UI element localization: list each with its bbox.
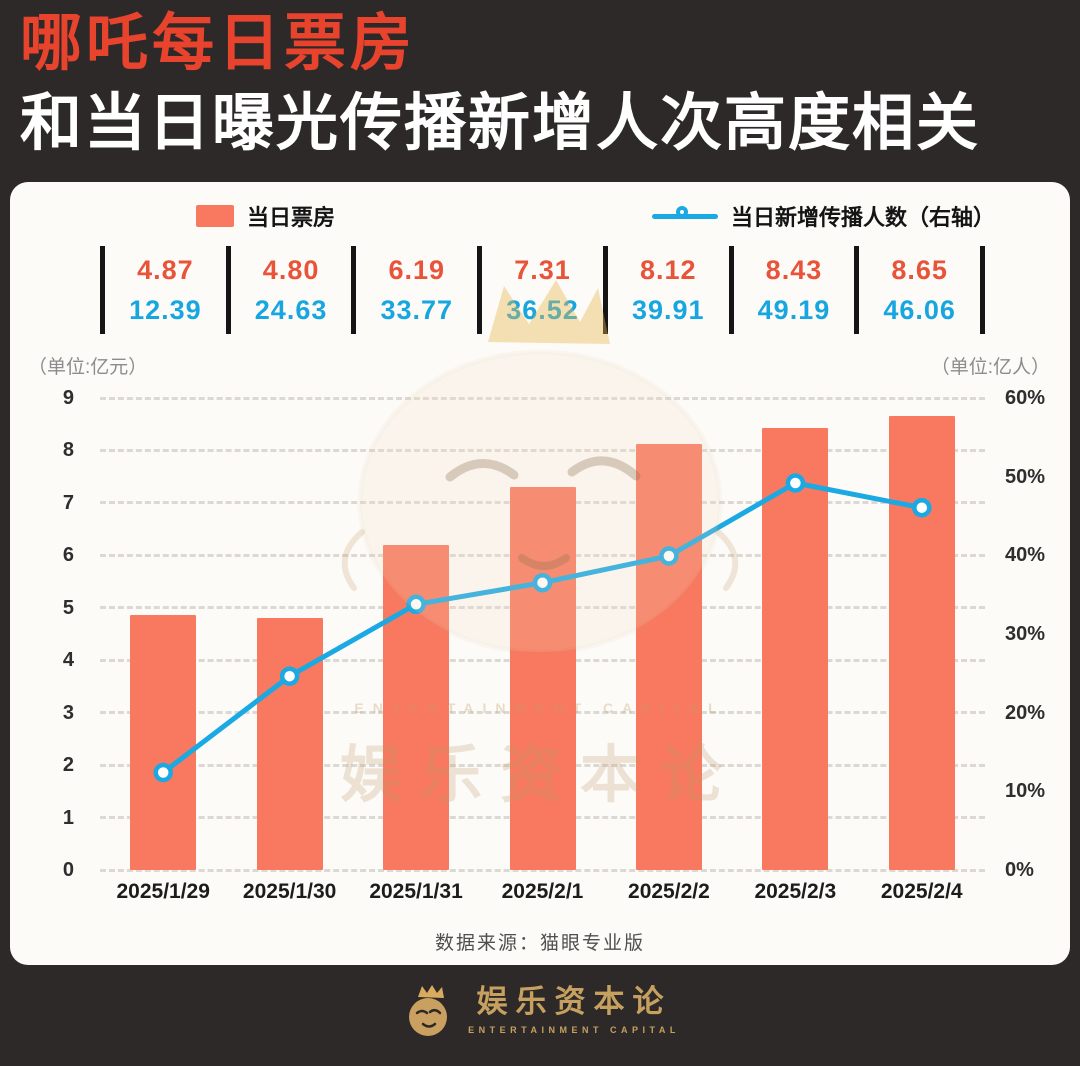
title-line2: 和当日曝光传播新增人次高度相关 [20, 89, 981, 158]
x-axis-label: 2025/1/29 [116, 880, 210, 903]
y-axis-tick-left: 2 [62, 754, 74, 777]
y-axis-tick-left: 5 [62, 596, 74, 619]
spread-line-marker [153, 762, 173, 783]
brand-name-en: ENTERTAINMENT CAPITAL [468, 1025, 680, 1035]
y-axis-tick-right: 40% [1005, 544, 1046, 567]
box-office-bar [635, 444, 702, 870]
spread-line-marker [532, 572, 553, 593]
y-axis-tick-right: 60% [1005, 387, 1046, 409]
footer-brand: 娱乐资本论 ENTERTAINMENT CAPITAL [0, 982, 1080, 1038]
box-office-value: 4.80 [262, 254, 320, 285]
y-axis-tick-left: 7 [62, 491, 74, 514]
line-legend-label: 当日新增传播人数（右轴） [731, 205, 996, 230]
spread-value: 46.06 [883, 294, 956, 325]
data-label-column: 8.12 39.91 [602, 246, 729, 334]
x-axis-label: 2025/1/31 [369, 880, 463, 903]
spread-value: 24.63 [254, 294, 328, 325]
box-office-bar [256, 618, 323, 870]
data-label-column: 7.31 36.52 [477, 246, 603, 334]
box-office-value: 8.43 [765, 254, 823, 285]
data-labels-row: 4.87 12.39 4.80 24.63 6.19 33.77 7.31 36.52 8.12… [100, 246, 986, 334]
data-label-column: 6.19 33.77 [351, 246, 477, 334]
gridline [100, 396, 985, 400]
box-office-bar [509, 486, 576, 870]
box-office-value: 6.19 [388, 254, 446, 285]
x-axis-label: 2025/2/3 [754, 880, 837, 903]
legend-item-spread: 当日新增传播人数（右轴） [652, 198, 995, 234]
data-label-column: 4.87 12.39 [100, 246, 226, 334]
y-axis-tick-right: 0% [1005, 859, 1034, 881]
right-axis-unit: （单位:亿人） [930, 357, 1050, 378]
left-axis-unit: （单位:亿元） [28, 357, 148, 378]
x-axis-label: 2025/2/1 [501, 880, 584, 903]
bar-legend-swatch [196, 205, 234, 227]
x-axis-label: 2025/2/2 [628, 880, 710, 903]
gridline [100, 448, 985, 452]
y-axis-tick-left: 9 [62, 387, 74, 409]
y-axis-tick-left: 4 [62, 649, 74, 672]
data-label-column: 4.80 24.63 [225, 246, 352, 334]
x-axis-label: 2025/1/30 [242, 880, 337, 903]
brand-text-block: 娱乐资本论 ENTERTAINMENT CAPITAL [468, 982, 680, 1035]
legend-item-box-office: 当日票房 [196, 198, 335, 234]
y-axis-tick-left: 0 [62, 859, 74, 881]
box-office-value: 4.87 [137, 254, 194, 285]
brand-logo-icon [409, 985, 448, 1036]
line-legend-marker [676, 206, 688, 218]
y-axis-tick-right: 30% [1005, 623, 1046, 645]
spread-value: 39.91 [631, 294, 705, 325]
data-label-column: 8.43 49.19 [728, 246, 855, 334]
brand-name: 娱乐资本论 [476, 984, 672, 1020]
plot-area: 0 1 2 3 4 5 6 7 8 9 0% 10% 20% 30% 40% 50% 60% [63, 387, 1045, 881]
spread-line-marker [659, 546, 679, 566]
x-axis-label: 2025/2/4 [880, 880, 963, 903]
spread-value: 49.19 [757, 294, 831, 325]
spread-line-marker [912, 497, 932, 518]
y-axis-tick-right: 20% [1005, 701, 1046, 724]
spread-line-marker [406, 594, 426, 615]
bar-legend-label: 当日票房 [247, 205, 336, 230]
x-axis-labels: 2025/1/29 2025/1/30 2025/1/31 2025/2/1 2025/… [100, 880, 985, 904]
y-axis-tick-right: 10% [1005, 780, 1046, 803]
box-office-value: 8.65 [891, 254, 948, 285]
line-legend-swatch [652, 205, 718, 227]
y-axis-tick-right: 50% [1005, 465, 1046, 488]
box-office-value: 8.12 [639, 254, 697, 285]
y-axis-tick-left: 6 [62, 544, 74, 567]
source-note: 数据来源：猫眼专业版 [434, 933, 645, 954]
box-office-bar [130, 614, 197, 870]
y-axis-tick-left: 3 [62, 701, 74, 724]
box-office-value: 7.31 [514, 254, 571, 285]
spread-value: 12.39 [129, 294, 202, 325]
y-axis-tick-left: 1 [62, 806, 74, 829]
title-line1: 哪吒每日票房 [20, 9, 417, 78]
box-office-bar [762, 427, 829, 870]
chart-card: 当日票房 当日新增传播人数（右轴） 4.87 12.39 4.80 24.63 6.19… [10, 182, 1070, 965]
spread-line-marker [785, 473, 806, 493]
spread-line-marker [279, 666, 300, 686]
data-label-column: 8.65 46.06 [854, 246, 986, 334]
gridline [100, 868, 985, 872]
box-office-bar [888, 416, 955, 870]
spread-value: 36.52 [506, 294, 579, 325]
spread-value: 33.77 [380, 294, 454, 325]
spread-line [153, 473, 932, 783]
y-axis-tick-left: 8 [62, 439, 74, 462]
